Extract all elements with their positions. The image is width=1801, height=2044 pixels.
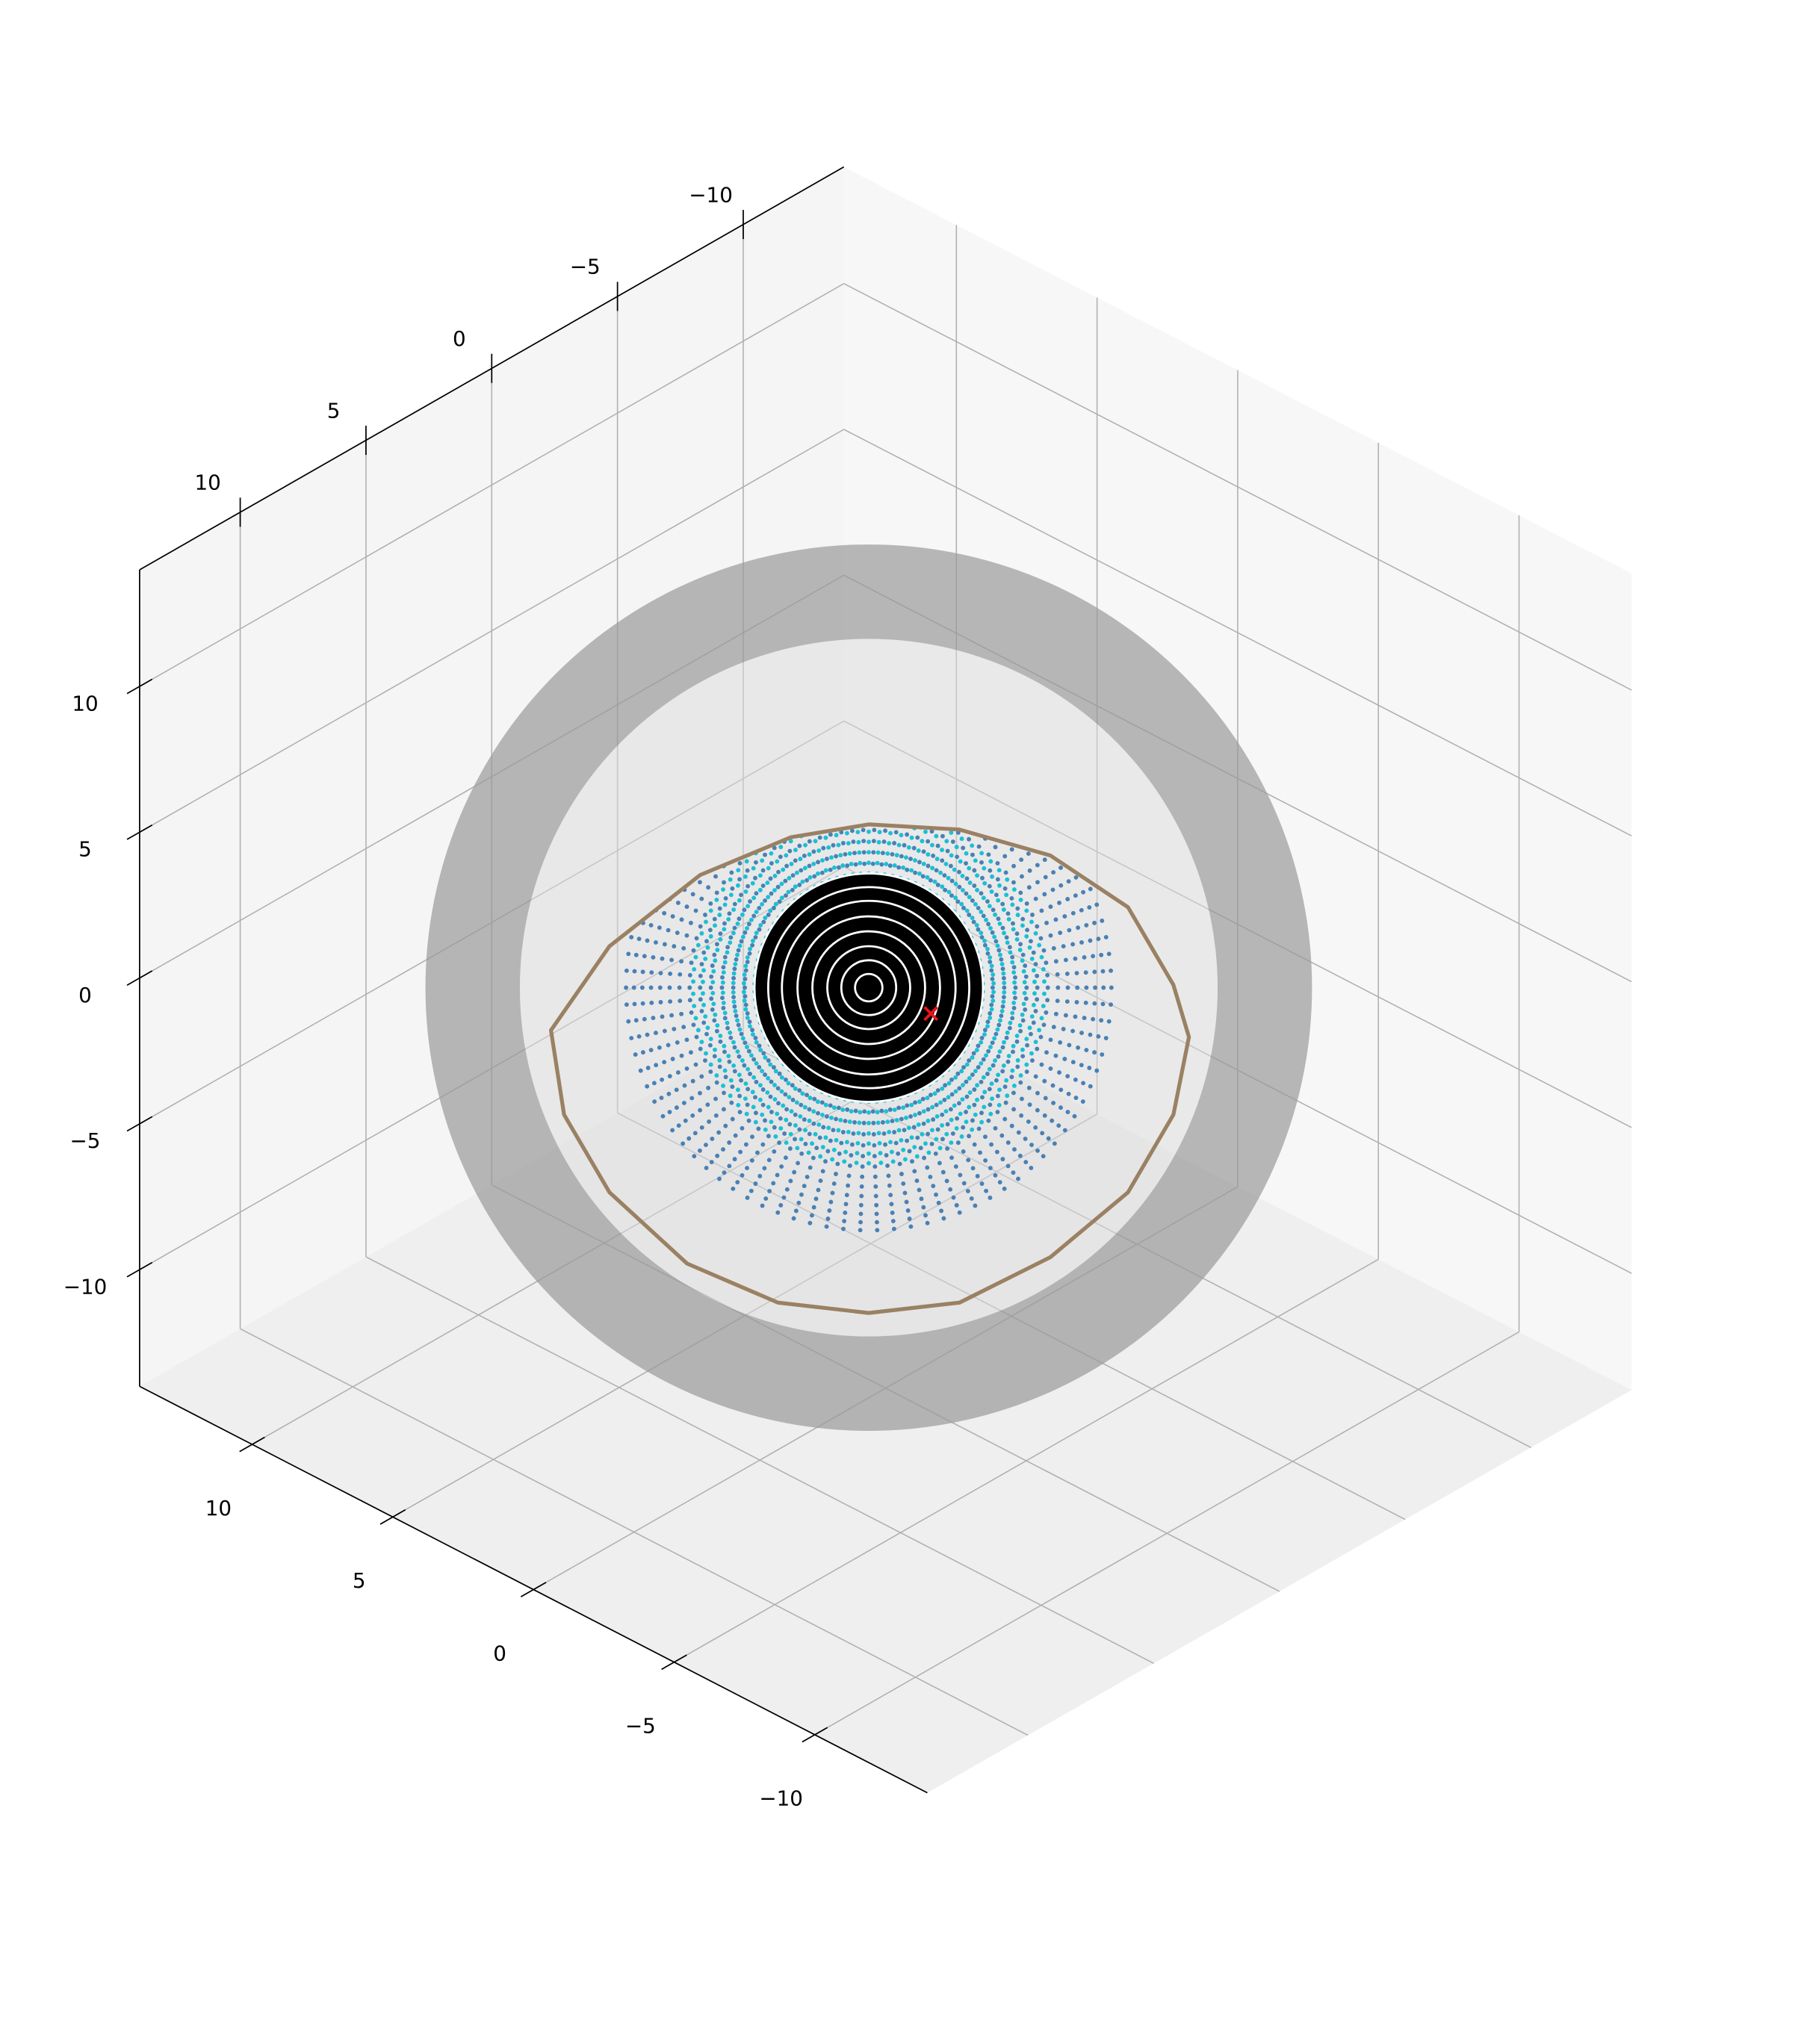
ring (766, 886, 970, 1090)
ring (854, 972, 884, 1003)
z-tick-label: −10 (63, 1274, 108, 1299)
z-tick-label: 0 (78, 983, 92, 1007)
y-tick-label: 5 (353, 1568, 366, 1593)
x-tick-label: −5 (570, 255, 601, 279)
marker (923, 1006, 939, 1022)
marker-stroke (923, 1006, 939, 1022)
axes: −10 −5 0 5 10 −10 −5 0 5 10 −10 −5 0 5 10 (63, 166, 928, 1811)
z-tick-label: 5 (78, 837, 92, 862)
y-axis (139, 1385, 928, 1794)
grid-line (814, 1331, 1519, 1736)
eyelid (548, 822, 1191, 1315)
point-cloud (756, 875, 982, 1100)
ring (753, 872, 985, 1103)
x-axis (139, 166, 845, 571)
grid-line (843, 283, 1632, 691)
x-tick-label: 0 (453, 326, 466, 351)
grid-line (139, 283, 845, 687)
grid-line (674, 1258, 1379, 1663)
y-tick-label: −5 (625, 1713, 656, 1738)
ring (826, 945, 911, 1031)
point-clouds (624, 824, 1114, 1233)
ring (811, 930, 926, 1046)
z-tick-label: −5 (70, 1128, 101, 1153)
ring (781, 899, 957, 1076)
ring (840, 959, 898, 1016)
y-tick-label: 10 (205, 1496, 232, 1520)
y-tick-label: −10 (759, 1786, 803, 1811)
x-tick-label: 5 (327, 398, 341, 423)
ring (796, 915, 941, 1060)
overlay (548, 822, 1191, 1315)
grid-line (139, 429, 845, 833)
x-tick-label: 10 (195, 470, 221, 495)
grid-line (843, 429, 1632, 836)
y-tick-label: 0 (493, 1641, 506, 1665)
z-tick-label: 10 (72, 691, 98, 715)
x-tick-label: −10 (689, 182, 733, 207)
